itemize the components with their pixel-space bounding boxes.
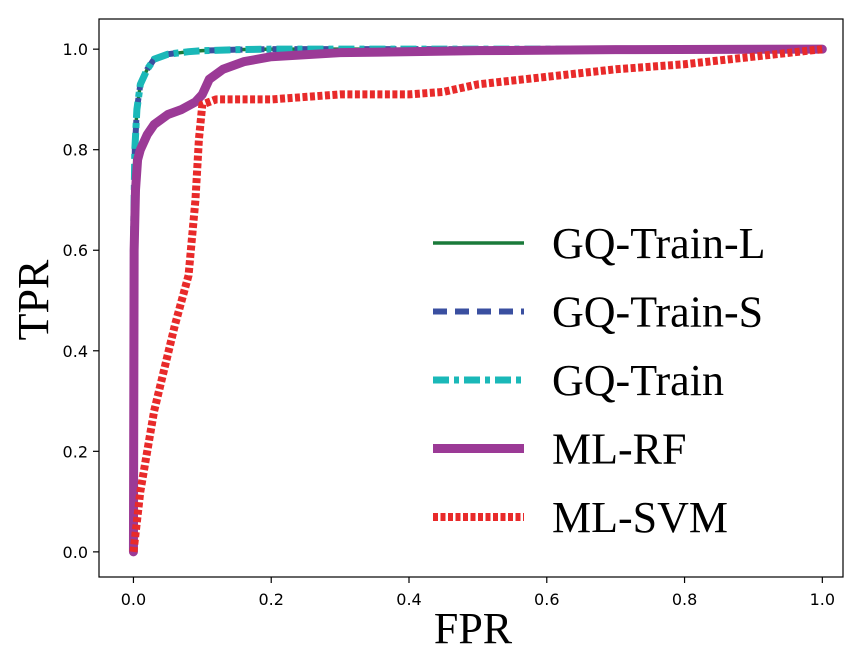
legend-label: GQ-Train [552,356,724,405]
ticks-layer: 0.0 0.2 0.4 0.6 0.8 1.0 0.0 0.2 0.4 0.6 0.8 1.0 [63,40,836,609]
y-tick-label: 0.2 [63,442,88,461]
x-tick-label: 0.0 [121,590,146,609]
x-tick-label: 0.8 [672,590,697,609]
x-axis-label: FPR [434,604,513,650]
legend-label: GQ-Train-S [552,288,763,337]
legend-label: ML-SVM [552,493,728,542]
y-tick-label: 1.0 [63,40,88,59]
x-tick-label: 0.4 [396,590,421,609]
x-tick-label: 1.0 [810,590,835,609]
plot-frame [98,18,844,578]
legend: GQ-Train-L GQ-Train-S GQ-Train ML-RF ML-SVM [433,219,765,542]
y-tick-label: 0.4 [63,342,88,361]
y-axis-label: TPR [9,259,58,340]
y-tick-label: 0.6 [63,241,88,260]
x-tick-label: 0.2 [258,590,283,609]
series-line-ml-svm [129,45,823,553]
legend-label: ML-RF [552,425,686,474]
series-layer [128,44,827,557]
series-line-ml-rf [128,44,827,557]
y-tick-label: 0.0 [63,543,88,562]
x-tick-label: 0.6 [534,590,559,609]
y-tick-label: 0.8 [63,141,88,160]
series-line-gq-train [129,45,823,552]
legend-label: GQ-Train-L [552,219,765,268]
